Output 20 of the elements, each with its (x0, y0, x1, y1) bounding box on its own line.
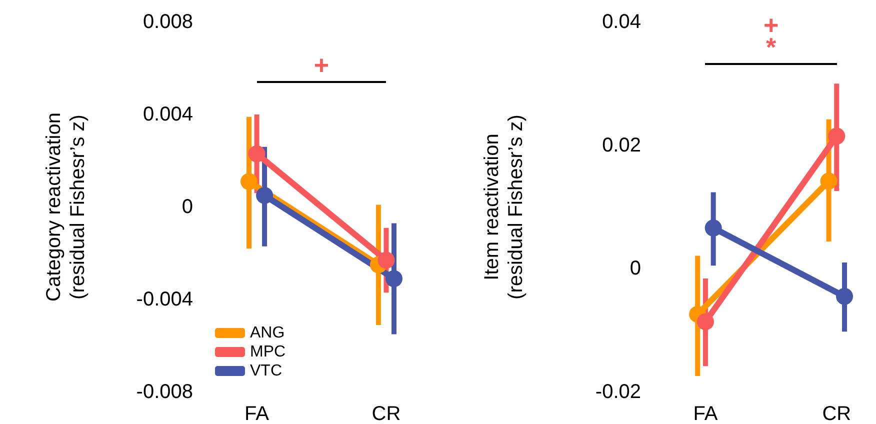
y-tick-label: -0.02 (595, 381, 641, 403)
y-tick-label: -0.008 (136, 381, 193, 403)
legend-label: MPC (250, 344, 286, 360)
y-axis-title: Item reactivation (residual Fishesr’s z) (481, 114, 527, 300)
legend-label: ANG (250, 324, 285, 342)
annotation: * (766, 32, 777, 62)
x-tick-label: CR (822, 403, 852, 424)
x-tick-label: CR (372, 403, 401, 424)
y-tick-label: 0.04 (602, 11, 641, 33)
y-tick-label: 0 (630, 258, 641, 280)
x-tick-label: FA (244, 403, 270, 424)
y-axis-title: Category reactivation (residual Fishesr’s z) (43, 112, 89, 302)
annotation: + (314, 50, 330, 80)
x-tick-label: FA (693, 403, 718, 424)
y-tick-label: 0.008 (142, 11, 193, 33)
legend-label: VTC (250, 362, 282, 380)
y-tick-label: 0.004 (142, 104, 193, 126)
y-tick-label: 0 (182, 196, 193, 218)
y-tick-label: -0.004 (136, 288, 193, 310)
y-tick-label: 0.02 (602, 134, 641, 156)
